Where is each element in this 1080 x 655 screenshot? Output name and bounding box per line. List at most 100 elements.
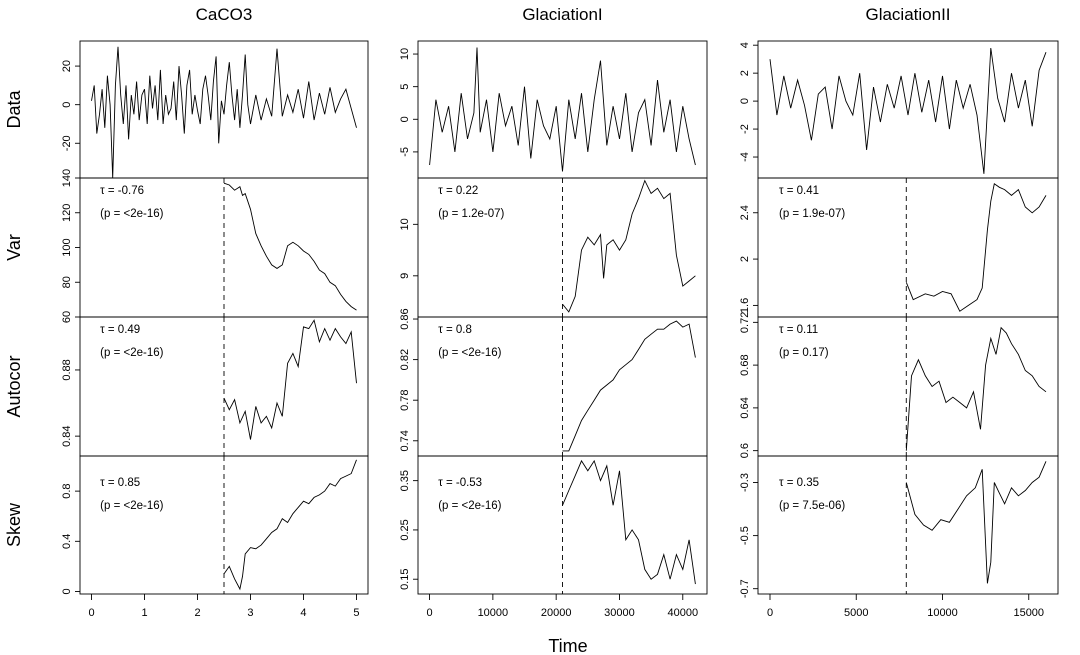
- tau-annotation-2-1: τ = 0.41: [779, 185, 819, 197]
- y-tick-label-2-2-2: 0.68: [739, 354, 751, 375]
- y-tick-label-1-1-2: 10: [399, 218, 411, 230]
- x-tick-label-2-2: 10000: [927, 607, 958, 619]
- series-line-0-autocor: [223, 319, 357, 440]
- tau-annotation-1-3: τ = -0.53: [438, 477, 482, 489]
- y-tick-label-2-3-2: -0.3: [739, 473, 751, 492]
- column-title-1: GlaciationI: [522, 5, 602, 24]
- y-tick-label-2-3-0: -0.7: [739, 579, 751, 598]
- panel-frame-1-data: [417, 40, 708, 179]
- y-tick-label-1-2-1: 0.78: [399, 389, 411, 410]
- x-tick-label-0-4: 4: [300, 607, 306, 619]
- y-tick-label-0-1-4: 140: [61, 169, 73, 187]
- y-tick-label-2-0-0: -4: [739, 152, 751, 162]
- y-tick-label-0-3-0: 0: [61, 588, 73, 594]
- tau-annotation-0-1: τ = -0.76: [100, 185, 144, 197]
- p-annotation-0-2: (p = <2e-16): [100, 347, 163, 359]
- y-tick-label-0-0-1: 0: [61, 102, 73, 108]
- y-tick-label-0-1-1: 80: [61, 276, 73, 288]
- p-annotation-1-1: (p = 1.2e-07): [438, 208, 504, 220]
- series-line-1-data: [429, 47, 696, 172]
- panel-frame-2-var: [757, 177, 1059, 318]
- y-tick-label-0-3-2: 0.8: [61, 483, 73, 498]
- series-line-2-skew: [905, 461, 1047, 584]
- y-tick-label-0-2-1: 0.88: [61, 359, 73, 380]
- x-tick-label-0-5: 5: [353, 607, 359, 619]
- y-tick-label-0-0-0: -20: [61, 135, 73, 151]
- row-label-skew: Skew: [4, 502, 24, 547]
- y-tick-label-1-3-1: 0.25: [399, 519, 411, 540]
- y-tick-label-2-3-1: -0.5: [739, 526, 751, 545]
- x-tick-label-0-0: 0: [88, 607, 94, 619]
- x-tick-label-1-3: 30000: [604, 607, 635, 619]
- panel-frame-2-skew: [757, 455, 1059, 595]
- p-annotation-0-1: (p = <2e-16): [100, 208, 163, 220]
- series-line-2-var: [905, 183, 1047, 312]
- series-line-0-var: [223, 182, 357, 311]
- tau-annotation-1-1: τ = 0.22: [438, 185, 478, 197]
- y-tick-label-1-0-0: -5: [399, 147, 411, 157]
- x-axis-label: Time: [548, 636, 587, 655]
- column-title-2: GlaciationII: [865, 5, 950, 24]
- y-tick-label-0-1-3: 120: [61, 204, 73, 222]
- y-tick-label-0-3-1: 0.4: [61, 534, 73, 549]
- tau-annotation-0-3: τ = 0.85: [100, 477, 140, 489]
- y-tick-label-0-2-0: 0.84: [61, 425, 73, 446]
- x-tick-label-2-1: 5000: [844, 607, 868, 619]
- x-tick-label-2-3: 15000: [1013, 607, 1044, 619]
- series-line-1-var: [562, 179, 696, 313]
- series-line-1-skew: [562, 459, 696, 585]
- tau-annotation-2-2: τ = 0.11: [779, 324, 818, 336]
- x-tick-label-0-1: 1: [141, 607, 147, 619]
- row-label-var: Var: [4, 234, 24, 261]
- y-tick-label-2-1-1: 2: [739, 256, 751, 262]
- y-tick-label-2-0-2: 0: [739, 98, 751, 104]
- y-tick-label-2-2-0: 0.6: [739, 443, 751, 458]
- y-tick-label-1-2-2: 0.82: [399, 349, 411, 370]
- tau-annotation-2-3: τ = 0.35: [779, 477, 819, 489]
- y-tick-label-1-3-0: 0.15: [399, 569, 411, 590]
- y-tick-label-2-2-1: 0.64: [739, 397, 751, 418]
- row-label-autocor: Autocor: [4, 355, 24, 417]
- y-tick-label-1-1-1: 9: [399, 273, 411, 279]
- x-tick-label-1-4: 40000: [667, 607, 698, 619]
- row-label-data: Data: [4, 90, 24, 129]
- x-tick-label-1-2: 20000: [541, 607, 572, 619]
- p-annotation-2-1: (p = 1.9e-07): [779, 208, 845, 220]
- x-tick-label-1-1: 10000: [478, 607, 509, 619]
- x-tick-label-1-0: 0: [426, 607, 432, 619]
- series-line-0-skew: [223, 459, 357, 591]
- column-title-0: CaCO3: [196, 5, 253, 24]
- y-tick-label-2-1-0: 1.6: [739, 298, 751, 313]
- y-tick-label-1-0-3: 10: [399, 48, 411, 60]
- y-tick-label-0-1-2: 100: [61, 238, 73, 256]
- x-tick-label-0-2: 2: [194, 607, 200, 619]
- y-tick-label-1-2-3: 0.86: [399, 308, 411, 329]
- p-annotation-0-3: (p = <2e-16): [100, 500, 163, 512]
- y-tick-label-0-1-0: 60: [61, 311, 73, 323]
- x-tick-label-0-3: 3: [247, 607, 253, 619]
- p-annotation-1-2: (p = <2e-16): [438, 347, 501, 359]
- panel-frame-2-data: [757, 40, 1059, 179]
- p-annotation-2-3: (p = 7.5e-06): [779, 500, 845, 512]
- tau-annotation-1-2: τ = 0.8: [438, 324, 472, 336]
- y-tick-label-1-2-0: 0.74: [399, 430, 411, 451]
- y-tick-label-2-0-4: 4: [739, 42, 751, 48]
- series-line-2-autocor: [905, 326, 1047, 451]
- y-tick-label-2-1-2: 2.4: [739, 205, 751, 220]
- y-tick-label-0-0-2: 20: [61, 60, 73, 72]
- y-tick-label-1-3-2: 0.35: [399, 470, 411, 491]
- p-annotation-2-2: (p = 0.17): [779, 347, 829, 359]
- series-line-0-data: [91, 46, 357, 179]
- x-tick-label-2-0: 0: [767, 607, 773, 619]
- y-tick-label-1-0-1: 0: [399, 116, 411, 122]
- panel-frame-2-autocor: [757, 316, 1059, 457]
- y-tick-label-2-0-1: -2: [739, 124, 751, 134]
- y-tick-label-1-0-2: 5: [399, 84, 411, 90]
- series-line-2-data: [769, 47, 1047, 174]
- y-tick-label-2-2-3: 0.72: [739, 312, 751, 333]
- p-annotation-1-3: (p = <2e-16): [438, 500, 501, 512]
- y-tick-label-2-0-3: 2: [739, 70, 751, 76]
- tau-annotation-0-2: τ = 0.49: [100, 324, 140, 336]
- series-line-1-autocor: [562, 320, 696, 452]
